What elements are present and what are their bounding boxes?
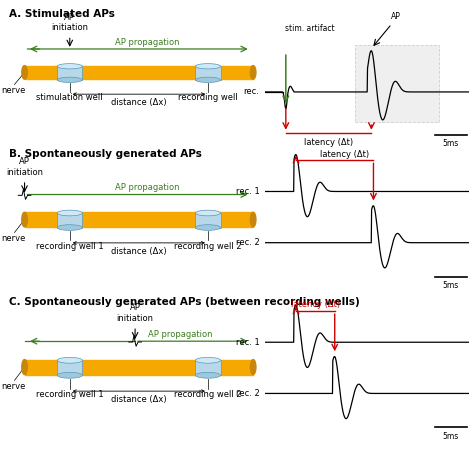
Ellipse shape [22, 66, 27, 79]
Ellipse shape [195, 357, 220, 363]
Text: rec. 2: rec. 2 [236, 389, 259, 398]
Ellipse shape [57, 63, 82, 69]
Text: AP
initiation: AP initiation [51, 13, 88, 32]
Ellipse shape [57, 210, 82, 216]
Text: AP
initiation: AP initiation [6, 158, 43, 177]
Ellipse shape [57, 373, 82, 378]
Text: recording well 1: recording well 1 [36, 242, 104, 251]
Ellipse shape [57, 225, 82, 230]
Ellipse shape [22, 360, 27, 374]
Text: AP
initiation: AP initiation [117, 303, 154, 323]
Text: A. Stimulated APs: A. Stimulated APs [9, 9, 115, 19]
Ellipse shape [57, 357, 82, 363]
Text: 5ms: 5ms [443, 139, 459, 148]
Ellipse shape [195, 373, 220, 378]
Bar [57, 360, 82, 375]
Text: 5ms: 5ms [443, 432, 459, 441]
Text: AP propagation: AP propagation [148, 330, 212, 339]
Bar [57, 66, 82, 80]
Text: rec. 1: rec. 1 [236, 338, 259, 347]
Text: B. Spontaneously generated APs: B. Spontaneously generated APs [9, 148, 202, 158]
Text: rec. 1: rec. 1 [236, 187, 259, 196]
Bar [57, 213, 82, 228]
Text: AP propagation: AP propagation [115, 183, 180, 192]
Bar [195, 360, 220, 375]
Ellipse shape [22, 212, 27, 227]
Bar [195, 213, 220, 228]
Text: nerve: nerve [1, 234, 26, 243]
Text: latency (Δt): latency (Δt) [291, 300, 340, 309]
Ellipse shape [195, 77, 220, 82]
Text: AP: AP [391, 12, 401, 21]
Text: recording well: recording well [178, 94, 238, 103]
Ellipse shape [195, 210, 220, 216]
Text: latency (Δt): latency (Δt) [304, 138, 353, 147]
Text: 5ms: 5ms [443, 281, 459, 290]
Text: latency (Δt): latency (Δt) [320, 149, 370, 158]
Text: nerve: nerve [1, 86, 26, 95]
Ellipse shape [195, 63, 220, 69]
Text: stim. artifact: stim. artifact [285, 24, 335, 33]
Text: recording well 2: recording well 2 [174, 242, 242, 251]
Text: C. Spontaneously generated APs (between recording wells): C. Spontaneously generated APs (between … [9, 297, 360, 307]
Ellipse shape [57, 77, 82, 82]
Text: stimulation well: stimulation well [36, 94, 103, 103]
Ellipse shape [250, 66, 256, 79]
Text: AP propagation: AP propagation [115, 38, 180, 47]
Ellipse shape [250, 212, 256, 227]
Text: recording well 1: recording well 1 [36, 390, 104, 399]
Bar [195, 66, 220, 80]
Text: rec.: rec. [244, 87, 259, 96]
Ellipse shape [250, 360, 256, 374]
Text: recording well 2: recording well 2 [174, 390, 242, 399]
Text: distance (Δx): distance (Δx) [111, 395, 167, 404]
Bar [355, 45, 438, 122]
Text: rec. 2: rec. 2 [236, 238, 259, 247]
Text: nerve: nerve [1, 382, 26, 391]
Text: distance (Δx): distance (Δx) [111, 247, 167, 256]
Ellipse shape [195, 225, 220, 230]
Text: distance (Δx): distance (Δx) [111, 98, 167, 107]
